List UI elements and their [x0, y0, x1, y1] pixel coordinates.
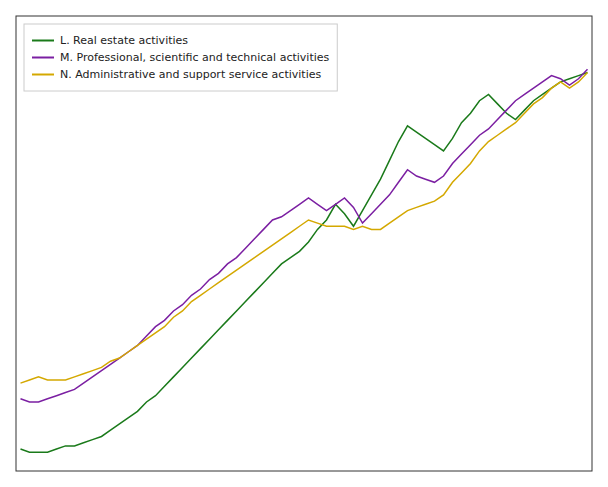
legend-label: L. Real estate activities — [60, 34, 188, 47]
plot-area: L. Real estate activities M. Professional… — [16, 16, 592, 471]
legend-label: N. Administrative and support service ac… — [60, 68, 321, 81]
legend-swatch — [32, 57, 54, 59]
series-line — [21, 72, 588, 452]
series-line — [21, 72, 588, 383]
legend-box — [24, 24, 337, 91]
legend-swatch — [32, 40, 54, 42]
plot-frame — [16, 16, 592, 471]
legend-swatch — [32, 74, 54, 76]
chart: L. Real estate activities M. Professional… — [0, 0, 608, 487]
legend: L. Real estate activities M. Professional… — [24, 24, 337, 91]
legend-label: M. Professional, scientific and technica… — [60, 51, 330, 64]
series-line — [21, 69, 588, 402]
lines — [21, 69, 588, 452]
